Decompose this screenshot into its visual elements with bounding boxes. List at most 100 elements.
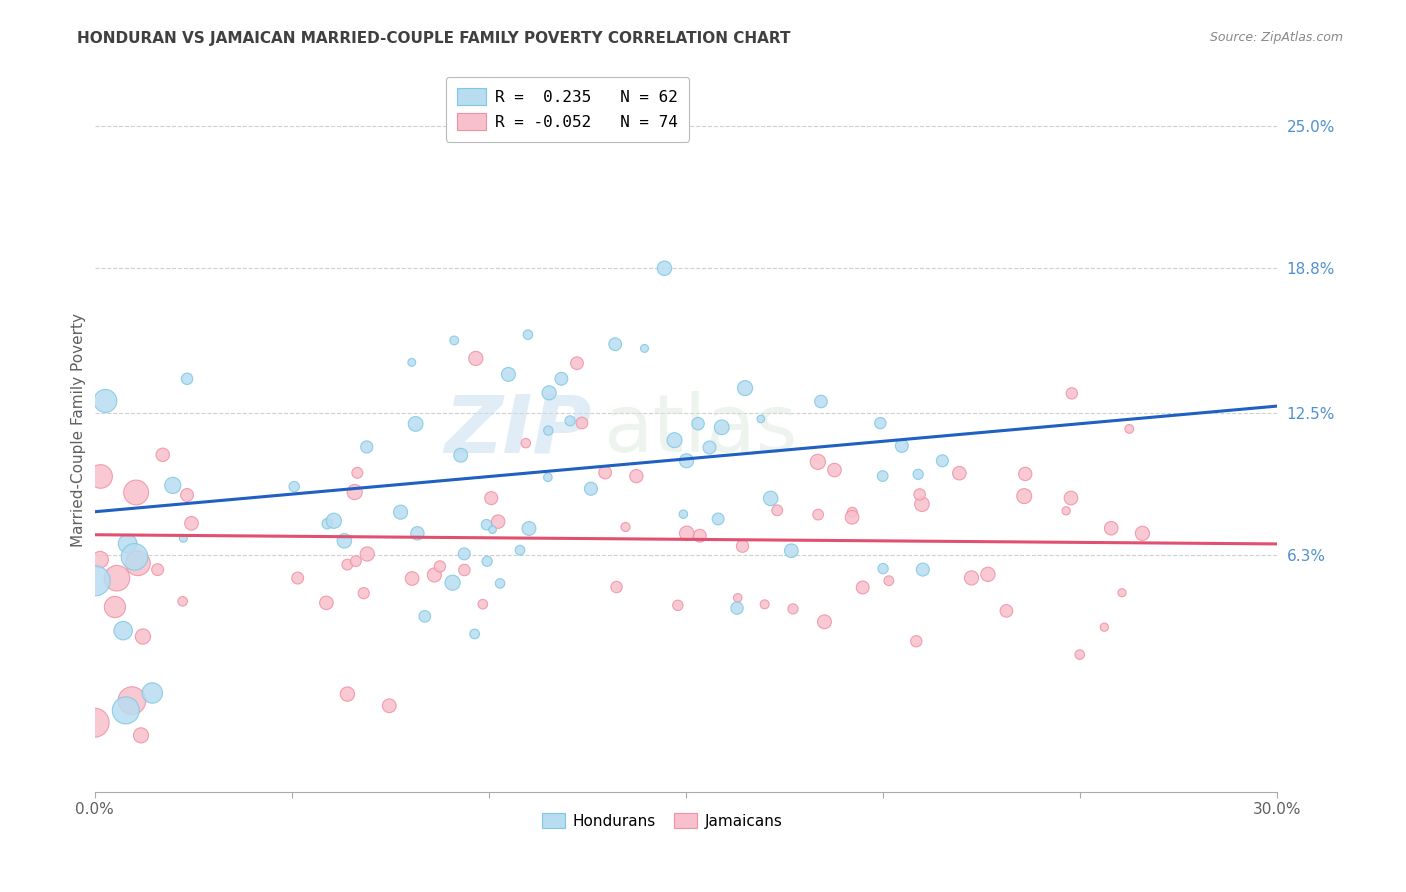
Text: Source: ZipAtlas.com: Source: ZipAtlas.com bbox=[1209, 31, 1343, 45]
Point bbox=[550, 372, 572, 386]
Point bbox=[907, 467, 929, 482]
Point bbox=[558, 414, 581, 428]
Point bbox=[152, 448, 174, 462]
Point bbox=[823, 463, 845, 477]
Point bbox=[911, 563, 934, 577]
Point bbox=[343, 485, 366, 500]
Point bbox=[172, 532, 194, 546]
Point bbox=[872, 469, 894, 483]
Point bbox=[1060, 491, 1083, 505]
Point bbox=[83, 715, 105, 730]
Point bbox=[1069, 648, 1091, 662]
Point bbox=[579, 482, 602, 496]
Point bbox=[464, 627, 486, 641]
Point bbox=[429, 559, 451, 574]
Point bbox=[1092, 620, 1115, 634]
Point bbox=[1014, 467, 1036, 481]
Point bbox=[471, 597, 494, 611]
Point bbox=[117, 537, 139, 551]
Point bbox=[479, 491, 502, 505]
Point bbox=[571, 416, 593, 430]
Point bbox=[734, 381, 756, 395]
Point bbox=[995, 604, 1018, 618]
Point bbox=[356, 440, 378, 454]
Point bbox=[353, 586, 375, 600]
Point bbox=[810, 394, 832, 409]
Point bbox=[517, 521, 540, 535]
Point bbox=[807, 508, 830, 522]
Point bbox=[725, 601, 748, 615]
Point bbox=[89, 552, 111, 566]
Point bbox=[1118, 422, 1140, 436]
Point bbox=[401, 355, 423, 369]
Point bbox=[124, 549, 146, 564]
Point bbox=[754, 597, 776, 611]
Point bbox=[614, 520, 637, 534]
Point bbox=[486, 515, 509, 529]
Point bbox=[1132, 526, 1154, 541]
Point bbox=[606, 580, 628, 594]
Point bbox=[162, 478, 184, 492]
Point bbox=[315, 596, 337, 610]
Point bbox=[401, 572, 423, 586]
Point bbox=[114, 703, 136, 717]
Point bbox=[498, 368, 520, 382]
Point bbox=[1111, 585, 1133, 599]
Point bbox=[1060, 386, 1083, 401]
Point bbox=[132, 630, 155, 644]
Point bbox=[405, 417, 427, 431]
Point bbox=[333, 533, 356, 548]
Point bbox=[537, 470, 560, 484]
Point bbox=[931, 454, 953, 468]
Point bbox=[322, 514, 344, 528]
Point bbox=[104, 600, 127, 615]
Point bbox=[782, 602, 804, 616]
Point bbox=[180, 516, 202, 531]
Point bbox=[406, 526, 429, 541]
Point bbox=[890, 439, 912, 453]
Point bbox=[664, 433, 686, 447]
Point bbox=[565, 356, 588, 370]
Point bbox=[176, 372, 198, 386]
Point bbox=[699, 441, 721, 455]
Text: ZIP: ZIP bbox=[444, 392, 591, 469]
Point bbox=[807, 455, 830, 469]
Point bbox=[666, 599, 689, 613]
Point bbox=[605, 337, 627, 351]
Point bbox=[759, 491, 782, 506]
Point bbox=[90, 469, 112, 483]
Point bbox=[749, 412, 772, 426]
Point bbox=[450, 448, 472, 462]
Point bbox=[672, 507, 695, 521]
Point bbox=[727, 591, 749, 605]
Text: atlas: atlas bbox=[603, 392, 797, 469]
Point bbox=[1054, 504, 1077, 518]
Point bbox=[766, 503, 789, 517]
Point bbox=[686, 417, 709, 431]
Point bbox=[453, 563, 475, 577]
Point bbox=[336, 687, 359, 701]
Point bbox=[675, 454, 697, 468]
Point bbox=[172, 594, 194, 608]
Point bbox=[475, 554, 498, 568]
Legend: Hondurans, Jamaicans: Hondurans, Jamaicans bbox=[536, 807, 789, 835]
Point bbox=[481, 523, 503, 537]
Point bbox=[389, 505, 412, 519]
Point bbox=[877, 574, 900, 588]
Point bbox=[538, 385, 561, 400]
Point bbox=[378, 698, 401, 713]
Point bbox=[1012, 489, 1035, 503]
Point bbox=[287, 571, 309, 585]
Point bbox=[948, 466, 970, 480]
Point bbox=[905, 634, 928, 648]
Point bbox=[441, 575, 464, 590]
Point bbox=[112, 624, 135, 638]
Point bbox=[105, 571, 128, 585]
Point bbox=[344, 554, 367, 568]
Y-axis label: Married-Couple Family Poverty: Married-Couple Family Poverty bbox=[72, 313, 86, 547]
Point bbox=[336, 558, 359, 572]
Point bbox=[453, 547, 475, 561]
Point bbox=[675, 526, 697, 541]
Point bbox=[127, 557, 149, 571]
Point bbox=[94, 393, 117, 408]
